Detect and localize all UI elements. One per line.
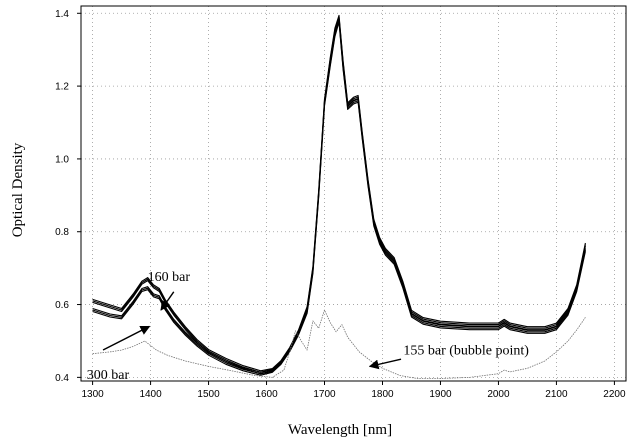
x-tick-label: 1700 xyxy=(313,389,336,400)
y-tick-label: 1.4 xyxy=(55,9,69,20)
series-line-160-bar xyxy=(92,14,586,372)
annotation-arrow xyxy=(160,291,175,311)
annotation-label: 155 bar (bubble point) xyxy=(403,343,529,358)
x-tick-label: 1300 xyxy=(81,389,104,400)
x-tick-label: 1800 xyxy=(371,389,394,400)
y-tick-label: 1.2 xyxy=(55,82,69,93)
y-tick-label: 0.4 xyxy=(55,373,69,384)
series-line-160-bar xyxy=(92,16,586,373)
x-tick-label: 2100 xyxy=(545,389,568,400)
series-line-300-bar xyxy=(92,20,586,375)
x-tick-label: 1500 xyxy=(197,389,220,400)
annotation-label: 160 bar xyxy=(148,270,191,285)
x-tick-label: 1600 xyxy=(255,389,278,400)
series-line-300-bar xyxy=(92,18,586,373)
y-tick-label: 0.6 xyxy=(55,300,69,311)
annotation-arrow xyxy=(102,325,151,351)
plot-frame xyxy=(80,5,627,382)
axis-ticks: 1300 1400 1500 1600 1700 1800 1900 2000 2100 2200… xyxy=(55,9,626,400)
series-line-300-bar xyxy=(92,21,586,376)
series-line-160-bar xyxy=(92,17,586,375)
x-tick-label: 2000 xyxy=(487,389,510,400)
y-tick-label: 1.0 xyxy=(55,154,69,165)
annotation-arrow xyxy=(368,358,402,370)
x-tick-label: 1900 xyxy=(429,389,452,400)
x-axis-title: Wavelength [nm] xyxy=(288,422,392,438)
annotations: 160 bar 300 bar 155 bar (bubble point) xyxy=(87,270,529,383)
x-tick-label: 2200 xyxy=(603,389,626,400)
grid xyxy=(81,6,626,381)
x-tick-label: 1400 xyxy=(139,389,162,400)
series-line-155-bar xyxy=(92,309,586,379)
series-group xyxy=(92,14,586,379)
y-tick-label: 0.8 xyxy=(55,227,69,238)
annotation-label: 300 bar xyxy=(87,368,130,383)
y-axis-title: Optical Density xyxy=(10,142,26,237)
